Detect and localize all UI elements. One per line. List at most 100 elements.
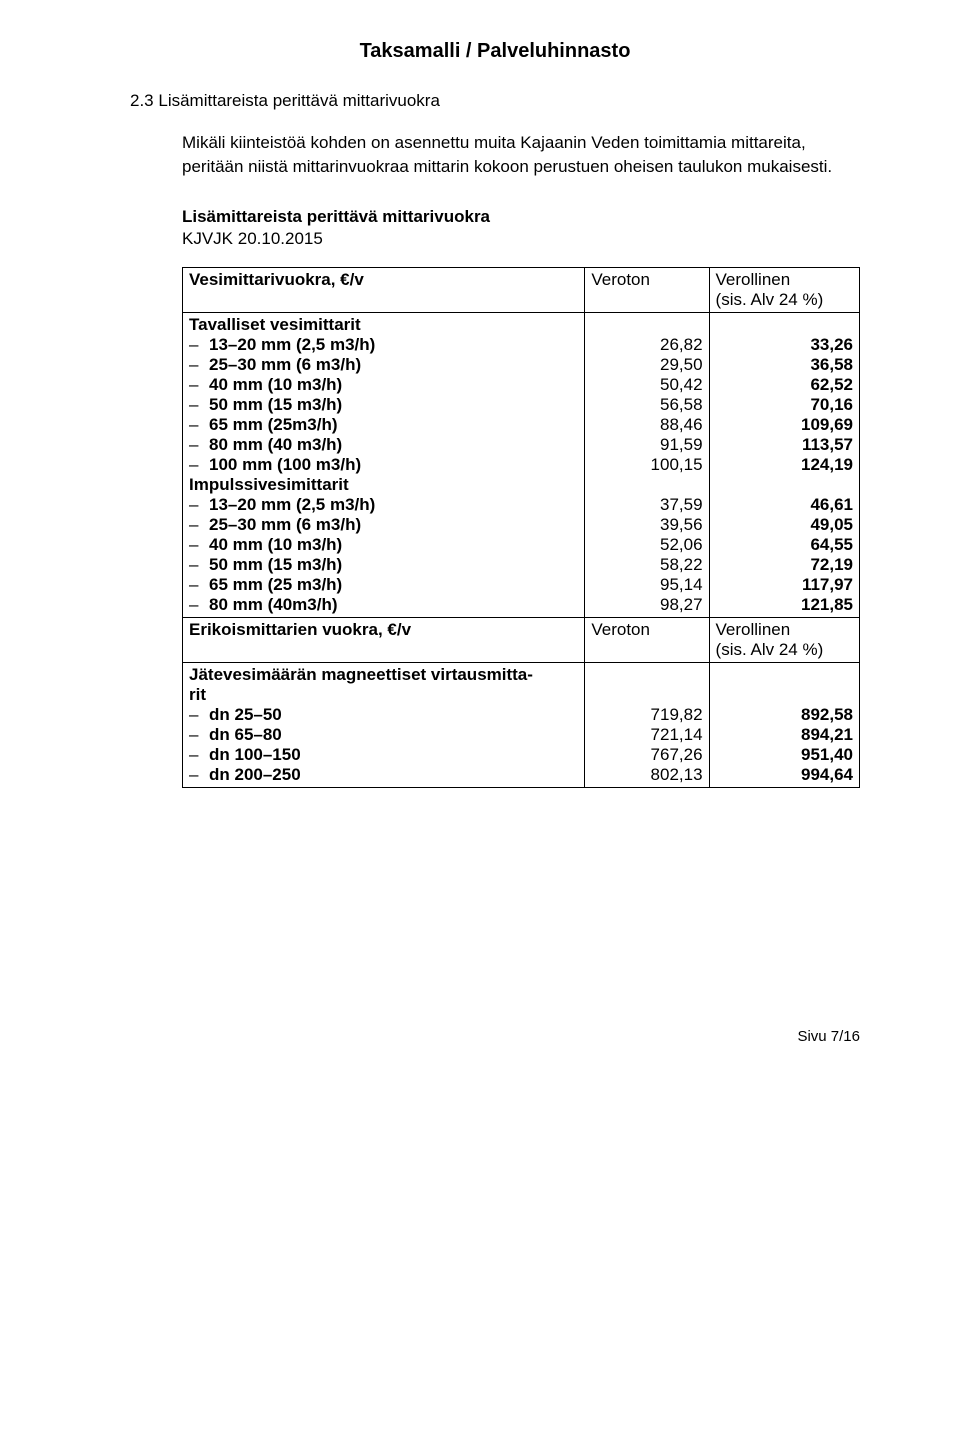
value-cell: 26,82 — [591, 335, 702, 355]
value-cell: 64,55 — [716, 535, 853, 555]
sub-heading-date: KJVJK 20.10.2015 — [182, 229, 860, 249]
body-paragraph: Mikäli kiinteistöä kohden on asennettu m… — [182, 131, 860, 179]
dash-icon: – — [189, 495, 209, 515]
item-label: 13–20 mm (2,5 m3/h) — [209, 335, 375, 355]
value-cell: 56,58 — [591, 395, 702, 415]
value-cell: 109,69 — [716, 415, 853, 435]
value-cell: 113,57 — [716, 435, 853, 455]
price-table: Vesimittarivuokra, €/v Veroton Verolline… — [182, 267, 860, 788]
list-item: –65 mm (25 m3/h) — [189, 575, 578, 595]
table2-col2-header: Veroton — [585, 617, 709, 662]
value-cell: 91,59 — [591, 435, 702, 455]
table2-header-row: Erikoismittarien vuokra, €/v Veroton Ver… — [183, 617, 860, 662]
page-footer: Sivu 7/16 — [130, 1028, 860, 1045]
value-cell: 29,50 — [591, 355, 702, 375]
value-cell: 719,82 — [591, 705, 702, 725]
dash-icon: – — [189, 575, 209, 595]
sub-heading: Lisämittareista perittävä mittarivuokra — [182, 207, 860, 227]
list-item: –40 mm (10 m3/h) — [189, 535, 578, 555]
dash-icon: – — [189, 745, 209, 765]
value-cell: 994,64 — [716, 765, 853, 785]
table2-col3-header: Verollinen (sis. Alv 24 %) — [709, 617, 859, 662]
group1-title: Tavalliset vesimittarit — [189, 315, 578, 335]
list-item: –13–20 mm (2,5 m3/h) — [189, 335, 578, 355]
value-cell: 46,61 — [716, 495, 853, 515]
list-item: –50 mm (15 m3/h) — [189, 555, 578, 575]
list-item: –13–20 mm (2,5 m3/h) — [189, 495, 578, 515]
page-header: Taksamalli / Palveluhinnasto — [130, 40, 860, 63]
value-cell: 98,27 — [591, 595, 702, 615]
value-cell: 100,15 — [591, 455, 702, 475]
value-cell: 117,97 — [716, 575, 853, 595]
value-cell: 39,56 — [591, 515, 702, 535]
item-label: 25–30 mm (6 m3/h) — [209, 355, 361, 375]
list-item: –80 mm (40 m3/h) — [189, 435, 578, 455]
value-cell: 52,06 — [591, 535, 702, 555]
dash-icon: – — [189, 595, 209, 615]
list-item: –80 mm (40m3/h) — [189, 595, 578, 615]
table-header-row: Vesimittarivuokra, €/v Veroton Verolline… — [183, 267, 860, 312]
item-label: 25–30 mm (6 m3/h) — [209, 515, 361, 535]
dash-icon: – — [189, 725, 209, 745]
dash-icon: – — [189, 335, 209, 355]
item-label: 65 mm (25m3/h) — [209, 415, 338, 435]
value-cell: 70,16 — [716, 395, 853, 415]
value-cell: 88,46 — [591, 415, 702, 435]
value-cell: 95,14 — [591, 575, 702, 595]
value-cell: 802,13 — [591, 765, 702, 785]
table2-col2-cell: 719,82721,14767,26802,13 — [585, 662, 709, 787]
list-item: –dn 25–50 — [189, 705, 578, 725]
dash-icon: – — [189, 515, 209, 535]
value-cell: 892,58 — [716, 705, 853, 725]
item-label: 50 mm (15 m3/h) — [209, 555, 342, 575]
item-label: 80 mm (40m3/h) — [209, 595, 338, 615]
col3-header-line2: (sis. Alv 24 %) — [716, 290, 824, 309]
list-item: –65 mm (25m3/h) — [189, 415, 578, 435]
table-col2-cell: 26,8229,5050,4256,5888,4691,59100,15 37,… — [585, 312, 709, 617]
item-label: 13–20 mm (2,5 m3/h) — [209, 495, 375, 515]
dash-icon: – — [189, 435, 209, 455]
item-label: 100 mm (100 m3/h) — [209, 455, 361, 475]
table2-group-title-line2: rit — [189, 685, 578, 705]
value-cell: 58,22 — [591, 555, 702, 575]
dash-icon: – — [189, 535, 209, 555]
dash-icon: – — [189, 765, 209, 785]
table-title-cell: Vesimittarivuokra, €/v — [183, 267, 585, 312]
list-item: –50 mm (15 m3/h) — [189, 395, 578, 415]
value-cell: 894,21 — [716, 725, 853, 745]
col3-header-line1: Verollinen — [716, 270, 791, 289]
table-body-row: Tavalliset vesimittarit –13–20 mm (2,5 m… — [183, 312, 860, 617]
value-cell: 124,19 — [716, 455, 853, 475]
value-cell: 121,85 — [716, 595, 853, 615]
table-col3-cell: 33,2636,5862,5270,16109,69113,57124,19 4… — [709, 312, 859, 617]
list-item: –dn 100–150 — [189, 745, 578, 765]
item-label: dn 200–250 — [209, 765, 301, 785]
value-cell: 62,52 — [716, 375, 853, 395]
item-label: dn 65–80 — [209, 725, 282, 745]
item-label: 40 mm (10 m3/h) — [209, 375, 342, 395]
dash-icon: – — [189, 455, 209, 475]
dash-icon: – — [189, 375, 209, 395]
dash-icon: – — [189, 555, 209, 575]
item-label: 40 mm (10 m3/h) — [209, 535, 342, 555]
section-number: 2.3 — [130, 91, 154, 110]
value-cell: 951,40 — [716, 745, 853, 765]
table2-title-cell: Erikoismittarien vuokra, €/v — [183, 617, 585, 662]
list-item: –40 mm (10 m3/h) — [189, 375, 578, 395]
dash-icon: – — [189, 355, 209, 375]
value-cell: 767,26 — [591, 745, 702, 765]
table2-group-title-line1: Jätevesimäärän magneettiset virtausmitta… — [189, 665, 578, 685]
dash-icon: – — [189, 705, 209, 725]
section-title: 2.3 Lisämittareista perittävä mittarivuo… — [130, 91, 860, 111]
table-col3-header: Verollinen (sis. Alv 24 %) — [709, 267, 859, 312]
item-label: 65 mm (25 m3/h) — [209, 575, 342, 595]
section-title-text: Lisämittareista perittävä mittarivuokra — [158, 91, 440, 110]
value-cell: 50,42 — [591, 375, 702, 395]
table-labels-cell: Tavalliset vesimittarit –13–20 mm (2,5 m… — [183, 312, 585, 617]
value-cell: 36,58 — [716, 355, 853, 375]
list-item: –dn 200–250 — [189, 765, 578, 785]
value-cell: 37,59 — [591, 495, 702, 515]
value-cell: 721,14 — [591, 725, 702, 745]
table-col2-header: Veroton — [585, 267, 709, 312]
table2-body-row: Jätevesimäärän magneettiset virtausmitta… — [183, 662, 860, 787]
